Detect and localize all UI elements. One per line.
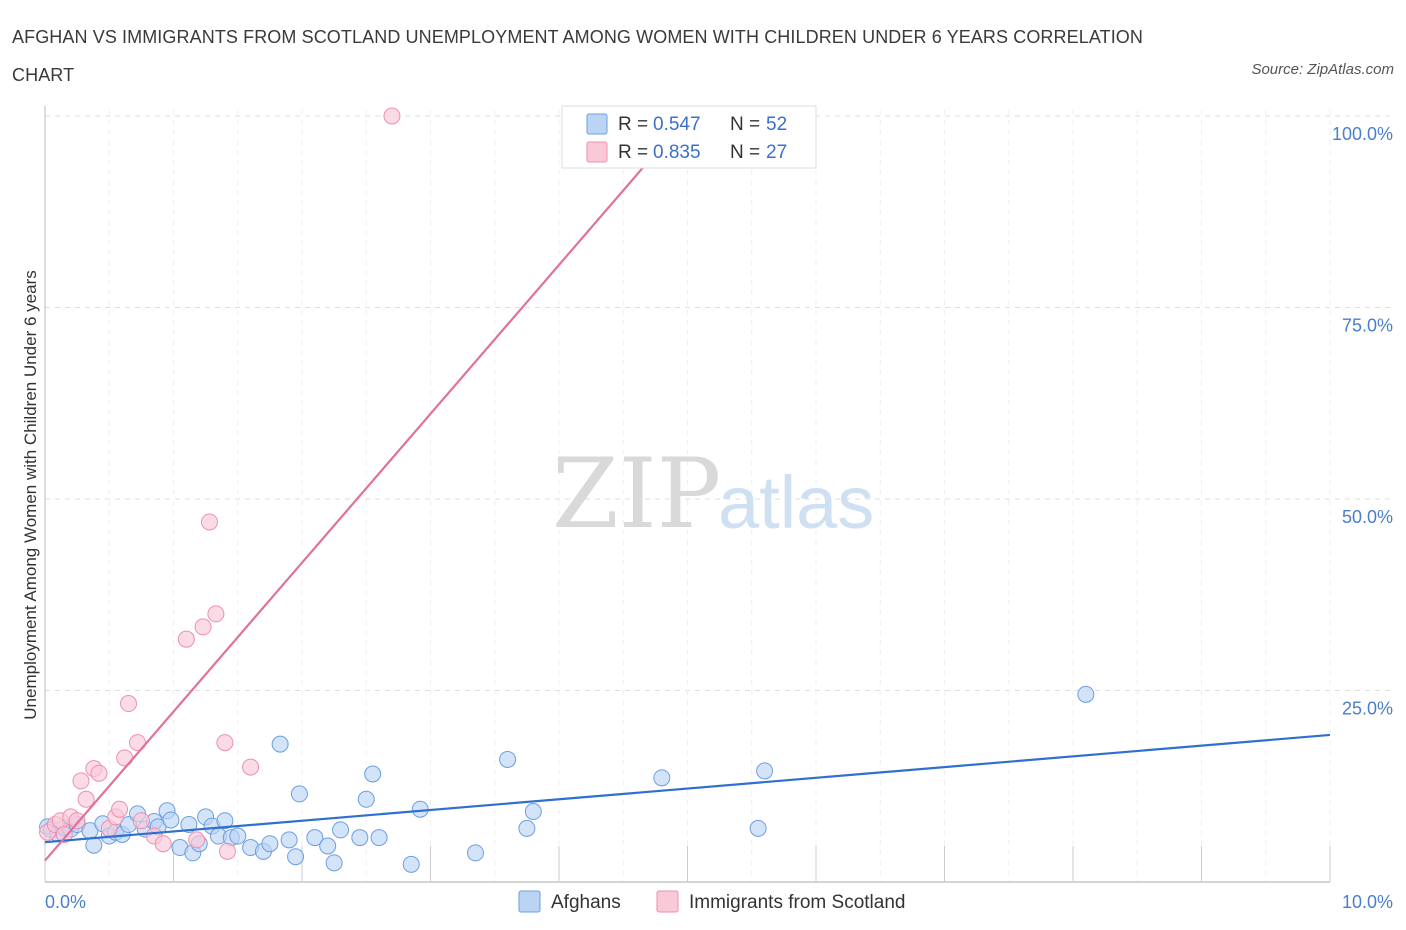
legend-r-value-scotland: 0.835 — [653, 142, 701, 163]
correlation-legend: R = 0.547 N = 52 R = 0.835 N = 27 — [561, 105, 817, 169]
scotland-point-27 — [383, 107, 401, 125]
legend-r-label-afghans: R = — [618, 114, 648, 135]
x-tick-labels: 0.0% 10.0% — [45, 892, 1393, 912]
afghans-point-39 — [332, 821, 350, 839]
points-layer — [39, 107, 1095, 873]
scotland-point-16 — [132, 812, 150, 830]
series-legend-label-scotland: Immigrants from Scotland — [689, 892, 905, 913]
afghans-point-43 — [370, 829, 388, 847]
source-label: Source: ZipAtlas.com — [1251, 61, 1394, 78]
afghans-point-41 — [357, 790, 375, 808]
afghans-point-32 — [271, 735, 289, 753]
afghans-point-37 — [319, 837, 337, 855]
afghans-point-51 — [749, 819, 767, 837]
legend-swatch-scotland — [586, 141, 608, 163]
afghans-point-34 — [287, 848, 305, 866]
afghans-point-44 — [402, 855, 420, 873]
afghans-point-42 — [364, 765, 382, 783]
legend-n-label-afghans: N = — [730, 114, 760, 135]
legend-r-value-afghans: 0.547 — [653, 114, 701, 135]
watermark-atlas: atlas — [718, 461, 874, 544]
watermark: ZIP atlas — [552, 438, 874, 550]
grid-layer — [45, 110, 1395, 882]
scotland-point-25 — [218, 842, 236, 860]
axis-layer — [44, 106, 1331, 883]
afghans-point-18 — [162, 811, 180, 829]
afghans-point-45 — [411, 800, 429, 818]
chart-title: AFGHAN VS IMMIGRANTS FROM SCOTLAND UNEMP… — [12, 27, 1144, 85]
scotland-point-19 — [177, 630, 195, 648]
scotland-point-6 — [72, 772, 90, 790]
x-tick-label-0: 0.0% — [45, 892, 86, 912]
afghans-point-47 — [499, 750, 517, 768]
series-legend: Afghans Immigrants from Scotland — [518, 890, 905, 913]
afghans-point-46 — [466, 844, 484, 862]
afghans-point-53 — [1077, 685, 1095, 703]
y-tick-label-0: 25.0% — [1342, 699, 1393, 719]
scotland-trend-line — [44, 115, 689, 862]
trend-layer — [44, 115, 1331, 862]
scotland-point-3 — [55, 826, 73, 844]
legend-swatch-afghans — [586, 113, 608, 135]
scotland-point-5 — [68, 812, 86, 830]
afghans-point-20 — [180, 816, 198, 834]
scotland-point-12 — [111, 800, 129, 818]
scotland-point-20 — [188, 831, 206, 849]
series-legend-swatch-scotland — [656, 890, 679, 913]
afghans-point-50 — [653, 769, 671, 787]
series-legend-label-afghans: Afghans — [551, 892, 621, 913]
scotland-point-23 — [207, 605, 225, 623]
y-tick-label-2: 75.0% — [1342, 316, 1393, 336]
y-tick-label-1: 50.0% — [1342, 507, 1393, 527]
scotland-point-18 — [154, 835, 172, 853]
afghans-point-31 — [261, 835, 279, 853]
watermark-zip: ZIP — [552, 438, 721, 550]
afghans-point-40 — [351, 829, 369, 847]
afghans-point-48 — [518, 819, 536, 837]
scotland-point-22 — [200, 513, 218, 531]
afghans-trend-line — [44, 733, 1331, 844]
series-legend-swatch-afghans — [518, 890, 541, 913]
afghans-point-26 — [216, 812, 234, 830]
afghans-point-36 — [306, 829, 324, 847]
legend-n-label-scotland: N = — [730, 142, 760, 163]
scotland-point-9 — [90, 764, 108, 782]
scotland-point-13 — [116, 749, 134, 767]
y-tick-labels: 25.0% 50.0% 75.0% 100.0% — [1332, 124, 1393, 719]
legend-n-value-scotland: 27 — [766, 142, 787, 163]
afghans-point-28 — [229, 827, 247, 845]
legend-r-label-scotland: R = — [618, 142, 648, 163]
afghans-point-49 — [524, 803, 542, 821]
y-tick-label-3: 100.0% — [1332, 124, 1393, 144]
afghans-point-38 — [325, 854, 343, 872]
scotland-point-26 — [242, 758, 260, 776]
x-tick-label-1: 10.0% — [1342, 892, 1393, 912]
afghans-point-52 — [756, 762, 774, 780]
y-axis-label: Unemployment Among Women with Children U… — [21, 270, 40, 719]
scotland-point-21 — [194, 618, 212, 636]
afghans-point-33 — [280, 831, 298, 849]
afghans-point-35 — [290, 785, 308, 803]
scotland-point-14 — [120, 695, 138, 713]
scotland-point-24 — [216, 734, 234, 752]
legend-n-value-afghans: 52 — [766, 114, 787, 135]
scotland-point-7 — [77, 790, 95, 808]
